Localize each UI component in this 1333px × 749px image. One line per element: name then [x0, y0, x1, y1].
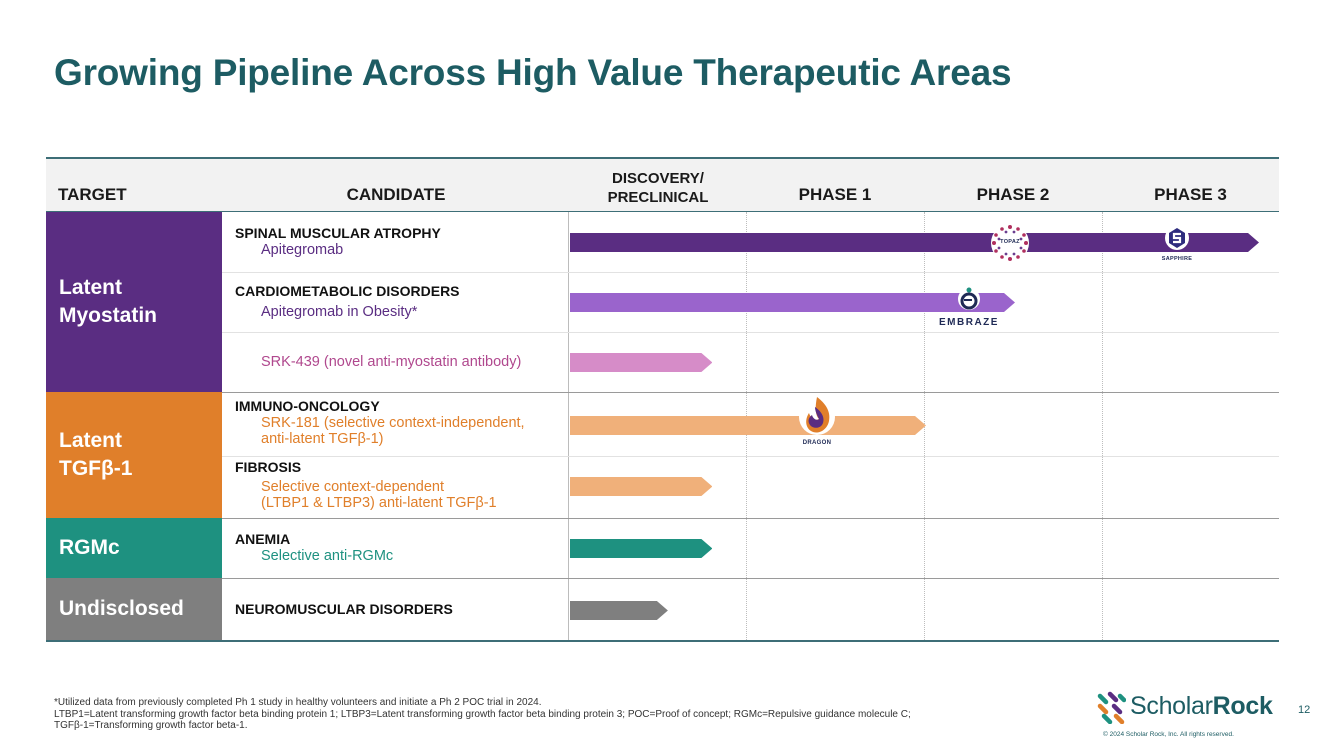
header-discovery: DISCOVERY/ PRECLINICAL — [578, 169, 738, 207]
candidate-immuno-oncology: IMMUNO-ONCOLOGY SRK-181 (selective conte… — [235, 398, 565, 447]
footnote-line3: TGFβ-1=Transforming growth factor beta-1… — [54, 720, 248, 731]
target-undisclosed-label: Undisclosed — [59, 597, 184, 620]
scholar-rock-mark-icon — [1097, 691, 1126, 724]
embraze-label: EMBRAZE — [939, 317, 999, 328]
topaz-logo: TOPAZ — [989, 223, 1031, 263]
drug-label: Apitegromab — [261, 242, 344, 258]
header-phase1: PHASE 1 — [798, 185, 872, 204]
grid-hline-group — [222, 578, 1279, 579]
table-header: TARGET CANDIDATE DISCOVERY/ PRECLINICAL … — [46, 159, 1279, 212]
candidate-anemia: ANEMIA Selective anti-RGMc — [235, 531, 565, 564]
header-phase2: PHASE 2 — [976, 185, 1050, 204]
candidate-neuromuscular: NEUROMUSCULAR DISORDERS — [235, 601, 565, 618]
header-discovery-line1: DISCOVERY/ — [612, 170, 704, 187]
target-tgf-line1: Latent — [59, 429, 122, 452]
sapphire-s-icon — [1165, 226, 1189, 250]
disease-label: CARDIOMETABOLIC DISORDERS — [235, 283, 460, 299]
progress-bar-srk439 — [570, 353, 712, 372]
candidate-cardiometabolic: CARDIOMETABOLIC DISORDERS Apitegromab in… — [235, 283, 565, 320]
grid-hline-group — [222, 392, 1279, 393]
progress-bar-anemia — [570, 539, 712, 558]
progress-bar-neuromuscular — [570, 601, 668, 620]
pipeline-table: TARGET CANDIDATE DISCOVERY/ PRECLINICAL … — [46, 157, 1279, 642]
drug-label: Apitegromab in Obesity* — [261, 304, 418, 320]
grid-hline — [222, 272, 1279, 273]
drug-label-line1: SRK-181 (selective context-independent, — [261, 415, 525, 431]
target-rgmc-label: RGMc — [59, 536, 120, 559]
progress-bar-cardiometabolic — [570, 293, 1015, 312]
topaz-dots-icon — [991, 224, 1029, 262]
candidate-sma: SPINAL MUSCULAR ATROPHY Apitegromab — [235, 225, 565, 258]
footnote-line2: LTBP1=Latent transforming growth factor … — [54, 708, 911, 720]
scholar-rock-logo: ScholarRock — [1094, 690, 1274, 726]
drug-label: SRK-439 (novel anti-myostatin antibody) — [261, 354, 522, 370]
drug-label-line1: Selective context-dependent — [261, 479, 444, 495]
dragon-icon — [799, 397, 835, 435]
header-candidate: CANDIDATE — [346, 185, 446, 204]
dragon-label: DRAGON — [802, 440, 832, 446]
progress-bar-sma — [570, 233, 1259, 252]
grid-hline-group — [222, 518, 1279, 519]
disease-label: NEUROMUSCULAR DISORDERS — [235, 601, 453, 617]
footnote: *Utilized data from previously completed… — [54, 697, 1054, 732]
target-myostatin-line1: Latent — [59, 276, 122, 299]
progress-bar-immuno-oncology — [570, 416, 926, 435]
table-top-rule — [46, 157, 1279, 159]
table-bottom-rule — [46, 640, 1279, 642]
disease-label: SPINAL MUSCULAR ATROPHY — [235, 225, 441, 241]
grid-hline — [222, 456, 1279, 457]
candidate-fibrosis: FIBROSIS Selective context-dependent (LT… — [235, 459, 565, 511]
embraze-icon — [958, 287, 980, 310]
drug-label: Selective anti-RGMc — [261, 548, 394, 564]
target-myostatin-line2: Myostatin — [59, 304, 158, 327]
topaz-label: TOPAZ — [1000, 239, 1020, 245]
embraze-logo: EMBRAZE — [934, 284, 1004, 328]
dragon-logo: DRAGON — [795, 393, 839, 447]
page-title: Growing Pipeline Across High Value Thera… — [54, 52, 1012, 93]
page-number: 12 — [1298, 704, 1311, 716]
target-rgmc: RGMc — [46, 518, 222, 578]
grid-vline-candidate — [568, 212, 569, 640]
disease-label: FIBROSIS — [235, 459, 302, 475]
disease-label: IMMUNO-ONCOLOGY — [235, 398, 380, 414]
footnote-line1: *Utilized data from previously completed… — [54, 697, 542, 708]
target-tgf-line2: TGFβ-1 — [59, 457, 133, 480]
target-latent-myostatin: Latent Myostatin — [46, 212, 222, 392]
copyright: © 2024 Scholar Rock, Inc. All rights res… — [1103, 731, 1234, 738]
disease-label: ANEMIA — [235, 531, 291, 547]
progress-bar-fibrosis — [570, 477, 712, 496]
drug-label-line2: anti-latent TGFβ-1) — [261, 431, 384, 447]
target-latent-tgfb1: Latent TGFβ-1 — [46, 392, 222, 518]
header-discovery-line2: PRECLINICAL — [607, 189, 709, 206]
brand-name-light: Scholar — [1130, 692, 1213, 720]
sapphire-label: SAPPHIRE — [1161, 256, 1193, 262]
brand-name-bold: Rock — [1212, 692, 1273, 720]
header-phase3: PHASE 3 — [1154, 185, 1227, 204]
header-target: TARGET — [58, 185, 127, 204]
grid-hline — [222, 332, 1279, 333]
candidate-srk439: SRK-439 (novel anti-myostatin antibody) — [235, 354, 565, 370]
brand-name: ScholarRock — [1130, 692, 1273, 721]
drug-label-line2: (LTBP1 & LTBP3) anti-latent TGFβ-1 — [261, 495, 497, 511]
target-undisclosed: Undisclosed — [46, 578, 222, 640]
sapphire-logo: SAPPHIRE — [1156, 225, 1198, 262]
grid-vline-phase3 — [1102, 212, 1103, 640]
